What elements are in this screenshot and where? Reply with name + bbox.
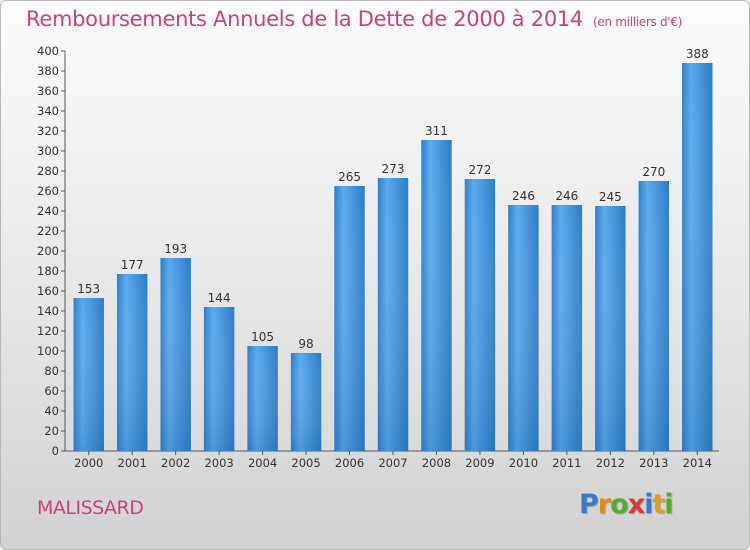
- value-label-2003: 144: [208, 291, 231, 305]
- x-tick-label-2013: 2013: [639, 456, 668, 470]
- x-tick-label-2012: 2012: [596, 456, 625, 470]
- x-tick-label-2010: 2010: [509, 456, 538, 470]
- bar-shade-2014: [682, 63, 713, 451]
- value-label-2009: 272: [468, 163, 491, 177]
- y-tick-label: 240: [37, 204, 59, 218]
- y-tick-label: 160: [37, 284, 59, 298]
- y-tick-label: 0: [52, 444, 59, 458]
- x-tick-label-2009: 2009: [465, 456, 494, 470]
- bar-shade-2009: [464, 179, 496, 451]
- y-tick-label: 260: [37, 184, 59, 198]
- bar-shade-2003: [203, 307, 235, 451]
- y-tick-label: 380: [37, 64, 59, 78]
- y-tick-label: 180: [37, 264, 59, 278]
- x-tick-label-2011: 2011: [552, 456, 581, 470]
- logo-letter: r: [597, 489, 611, 520]
- y-tick-label: 300: [37, 144, 59, 158]
- proxiti-logo: Proxiti: [579, 489, 674, 520]
- logo-letter: t: [652, 489, 665, 520]
- x-tick-label-2014: 2014: [683, 456, 712, 470]
- value-label-2008: 311: [425, 124, 448, 138]
- value-label-2010: 246: [512, 189, 535, 203]
- axes: 0 20 40 60 80 100 120 140 160 180 200 220 240 260 280 3…: [37, 44, 719, 470]
- y-tick-label: 120: [37, 324, 59, 338]
- title-unit: (en milliers d'€): [593, 15, 683, 29]
- value-label-2011: 246: [555, 189, 578, 203]
- value-label-2004: 105: [251, 330, 274, 344]
- bar-shade-2013: [638, 181, 670, 451]
- y-tick-label: 320: [37, 124, 59, 138]
- value-label-2002: 193: [164, 242, 187, 256]
- x-tick-label-2006: 2006: [335, 456, 364, 470]
- y-tick-label: 80: [44, 364, 59, 378]
- y-tick-label: 360: [37, 84, 59, 98]
- y-tick-label: 40: [44, 404, 59, 418]
- bars: [73, 63, 713, 451]
- chart-title: Remboursements Annuels de la Dette de 20…: [26, 7, 682, 31]
- value-label-2006: 265: [338, 170, 361, 184]
- y-tick-label: 340: [37, 104, 59, 118]
- bar-shade-2004: [247, 346, 278, 451]
- y-tick-label: 280: [37, 164, 59, 178]
- value-label-2012: 245: [599, 190, 622, 204]
- y-tick-label: 400: [37, 44, 59, 58]
- logo-letter: i: [664, 489, 673, 520]
- value-label-2013: 270: [642, 165, 665, 179]
- x-tick-label-2007: 2007: [378, 456, 407, 470]
- value-label-2007: 273: [382, 162, 405, 176]
- y-tick-label: 100: [37, 344, 59, 358]
- y-tick-label: 220: [37, 224, 59, 238]
- x-tick-label-2001: 2001: [118, 456, 147, 470]
- y-tick-label: 200: [37, 244, 59, 258]
- x-tick-label-2005: 2005: [291, 456, 320, 470]
- x-tick-label-2002: 2002: [161, 456, 190, 470]
- x-tick-label-2004: 2004: [248, 456, 277, 470]
- bar-shade-2001: [116, 274, 148, 451]
- bar-shade-2008: [421, 140, 452, 451]
- bar-shade-2006: [334, 186, 365, 451]
- bar-shade-2005: [290, 353, 322, 451]
- y-tick-label: 140: [37, 304, 59, 318]
- value-labels: 153 177 193 144 105 98 265 273 311 272 246 246 245 27…: [77, 47, 708, 351]
- bar-shade-2011: [551, 205, 583, 451]
- bar-shade-2000: [73, 298, 104, 451]
- logo-letter: P: [579, 489, 599, 520]
- bar-shade-2007: [377, 178, 409, 451]
- value-label-2001: 177: [121, 258, 144, 272]
- logo-letter: o: [610, 489, 629, 520]
- logo-letter: i: [644, 489, 653, 520]
- commune-name: MALISSARD: [37, 497, 144, 519]
- value-label-2014: 388: [686, 47, 709, 61]
- logo-letter: x: [627, 489, 645, 520]
- bar-shade-2010: [508, 205, 539, 451]
- title-text: Remboursements Annuels de la Dette de 20…: [26, 7, 583, 31]
- y-tick-label: 20: [44, 424, 59, 438]
- bar-shade-2002: [160, 258, 191, 451]
- x-tick-label-2003: 2003: [204, 456, 233, 470]
- value-label-2005: 98: [298, 337, 313, 351]
- x-tick-label-2000: 2000: [74, 456, 103, 470]
- value-label-2000: 153: [77, 282, 100, 296]
- y-tick-label: 60: [44, 384, 59, 398]
- x-tick-label-2008: 2008: [422, 456, 451, 470]
- bar-shade-2012: [595, 206, 626, 451]
